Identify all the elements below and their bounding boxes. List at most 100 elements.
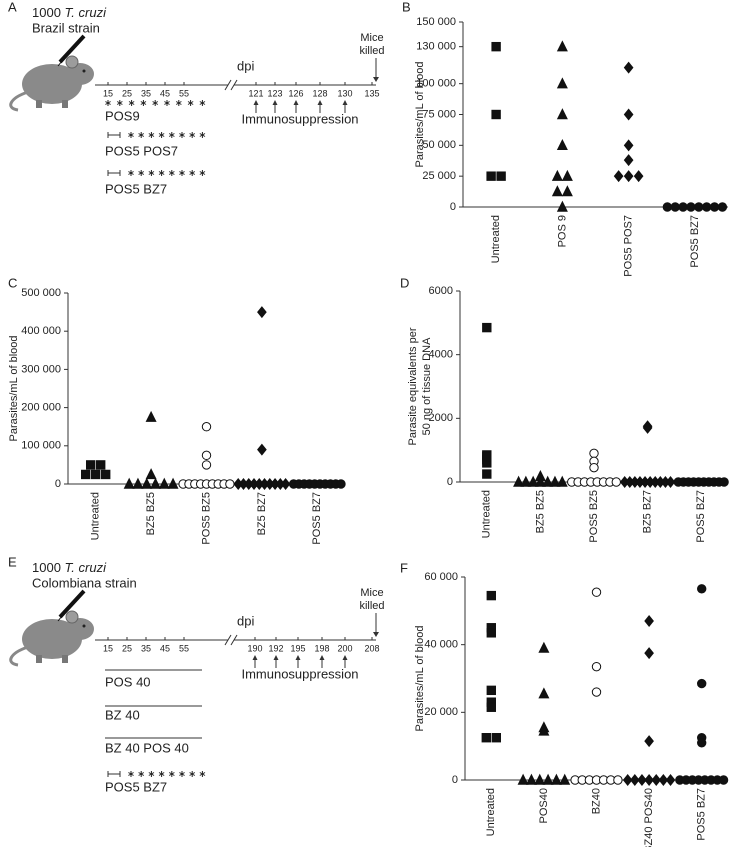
point <box>96 460 106 470</box>
point <box>542 773 554 785</box>
point <box>336 479 346 489</box>
point <box>491 109 501 120</box>
point <box>559 773 571 785</box>
mouse-tail <box>9 645 29 667</box>
dose-mark <box>148 133 155 137</box>
day-label: 208 <box>364 643 379 653</box>
dose-mark <box>148 171 155 175</box>
point <box>697 584 707 594</box>
point <box>551 185 563 197</box>
dose-mark <box>105 101 111 105</box>
point <box>538 687 550 699</box>
day-label: 55 <box>179 88 189 98</box>
arrow-head <box>373 632 379 637</box>
species: T. cruzi <box>65 560 108 575</box>
point <box>280 478 291 490</box>
arrow-head <box>342 100 348 105</box>
point <box>486 685 497 696</box>
point <box>167 477 179 489</box>
point <box>697 678 707 689</box>
dose-mark <box>168 772 175 776</box>
day-label: 45 <box>160 88 170 98</box>
strain: Colombiana strain <box>32 575 137 590</box>
arrow-head <box>272 100 278 105</box>
point <box>86 460 96 470</box>
panel-letter: A <box>8 0 17 14</box>
dose-mark <box>199 101 206 105</box>
x-tick-label: POS5 BZ5 <box>588 490 600 543</box>
point <box>132 477 144 489</box>
point <box>611 477 621 487</box>
arrow-head <box>293 100 299 105</box>
regimen-label: POS9 <box>105 108 140 123</box>
immunosuppression-label: Immunosuppression <box>241 111 358 126</box>
point <box>527 475 539 487</box>
point <box>556 139 568 151</box>
day-label: 35 <box>141 88 151 98</box>
day-label: 190 <box>247 643 262 653</box>
mouse-ear <box>65 610 79 624</box>
panel-letter: E <box>8 554 17 569</box>
mouse-foot <box>36 655 42 663</box>
end-label: killed <box>359 600 384 612</box>
point <box>149 477 161 489</box>
y-tick-label: 500 000 <box>21 287 61 299</box>
point <box>633 170 644 183</box>
point <box>145 410 157 422</box>
point <box>481 733 492 743</box>
point <box>556 77 568 89</box>
point <box>644 735 654 748</box>
species: T. cruzi <box>65 5 108 20</box>
regimen-label: POS5 BZ7 <box>105 779 167 794</box>
dose-mark <box>189 171 196 175</box>
point <box>623 154 634 167</box>
point <box>623 61 634 74</box>
point <box>550 773 562 785</box>
day-label: 128 <box>312 88 327 98</box>
point <box>556 108 568 120</box>
day-label: 45 <box>160 643 170 653</box>
dose-mark <box>140 101 147 105</box>
point <box>201 460 212 470</box>
day-label: 25 <box>122 643 132 653</box>
dose-mark <box>152 101 159 105</box>
y-tick-label: 400 000 <box>21 325 61 337</box>
y-tick-label: 40 000 <box>424 639 458 651</box>
y-tick-label: 0 <box>447 476 453 488</box>
needle <box>57 615 63 622</box>
point <box>482 451 492 462</box>
dose-mark <box>138 772 145 776</box>
regimen-label: POS5 BZ7 <box>105 181 167 196</box>
y-tick-label: 100 000 <box>21 440 61 452</box>
end-label: Mice <box>360 32 383 44</box>
inoculum-dose: 1000 <box>32 5 61 20</box>
y-tick-label: 0 <box>55 478 61 490</box>
dose-mark <box>199 171 206 175</box>
day-label: 15 <box>103 88 113 98</box>
dose-mark <box>189 133 196 137</box>
y-tick-label: 4000 <box>429 349 453 361</box>
x-tick-label: POS5 BZ5 <box>200 492 212 545</box>
y-tick-label: 200 000 <box>21 402 61 414</box>
x-tick-label: POS5 BZ7 <box>689 215 701 268</box>
panel-letter: F <box>400 560 408 575</box>
dose-mark <box>128 772 134 776</box>
point <box>670 202 680 212</box>
point <box>201 450 212 461</box>
y-tick-label: 25 000 <box>422 170 456 182</box>
point <box>644 614 654 627</box>
dose-mark <box>116 101 123 105</box>
point <box>622 774 633 786</box>
dose-mark <box>179 171 185 175</box>
mouse-head <box>66 63 94 85</box>
regimen-label: BZ 40 POS 40 <box>105 740 189 755</box>
dose-mark <box>148 772 155 776</box>
point <box>491 41 501 52</box>
y-axis-label: Parasite equivalents per <box>407 327 419 445</box>
dose-mark <box>158 772 165 776</box>
dose-mark <box>179 772 185 776</box>
point <box>651 774 662 786</box>
point <box>556 475 568 487</box>
point <box>141 477 153 489</box>
